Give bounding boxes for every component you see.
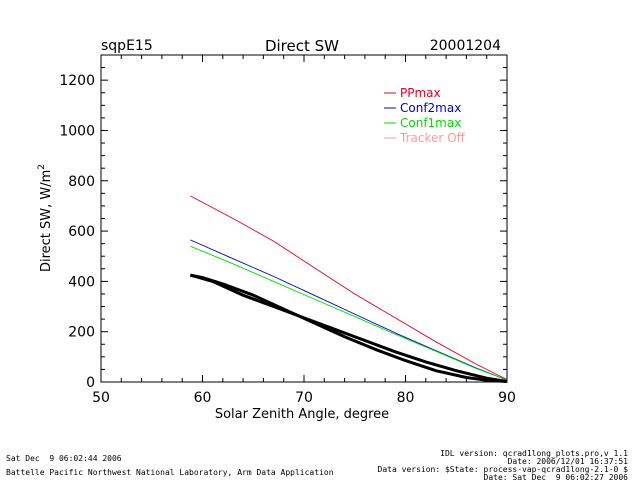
legend-label-0: PPmax	[400, 86, 441, 100]
footer-right-line-1: IDL version: qcrad1long_plots.pro,v 1.1	[440, 449, 628, 458]
y-axis-label-group: Direct SW, W/m2	[37, 164, 54, 272]
site-label: sqpE15	[101, 38, 153, 54]
series-line-0	[190, 195, 508, 380]
series-line-1	[190, 239, 508, 381]
x-tick-label: 50	[92, 390, 110, 406]
footer-left-org: Battelle Pacific Northwest National Labo…	[6, 468, 334, 477]
y-tick-label: 1000	[59, 123, 95, 139]
x-axis-label: Solar Zenith Angle, degree	[215, 407, 389, 422]
footer-right-line-3: Data version: $State: process-vap-qcrad1…	[377, 465, 628, 474]
y-tick-label: 800	[68, 174, 95, 190]
x-tick-label: 60	[194, 390, 212, 406]
x-tick-label: 80	[397, 390, 415, 406]
legend-label-2: Conf1max	[400, 116, 461, 130]
series-group	[189, 195, 508, 383]
y-axis-label: Direct SW, W/m2	[37, 164, 54, 272]
axis-ticks: 50 60 70 80 90 0 200 400 600 800 1000 1200	[59, 55, 516, 406]
y-tick-label: 0	[86, 375, 95, 391]
y-tick-label: 200	[68, 325, 95, 341]
chart-title: Direct SW	[265, 37, 339, 55]
date-label: 20001204	[430, 38, 501, 54]
y-tick-label: 1200	[59, 73, 95, 89]
footer-right-line-4: Date: Sat Dec 9 06:02:27 2006	[483, 473, 629, 482]
footer-right-line-2: Date: 2006/12/01 16:37:51	[507, 457, 628, 466]
series-line-5	[189, 273, 508, 383]
series-line-2	[190, 245, 508, 381]
y-tick-label: 600	[68, 224, 95, 240]
legend-label-3: Tracker Off	[399, 131, 466, 145]
series-line-4	[189, 273, 508, 383]
footer-left-date: Sat Dec 9 06:02:44 2006	[6, 454, 122, 463]
legend-label-1: Conf2max	[400, 101, 461, 115]
x-tick-label: 70	[295, 390, 313, 406]
x-tick-label: 90	[498, 390, 516, 406]
y-tick-label: 400	[68, 274, 95, 290]
